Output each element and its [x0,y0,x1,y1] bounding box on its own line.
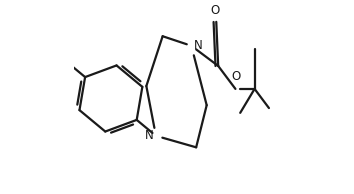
Text: N: N [194,39,202,52]
Text: O: O [211,4,220,17]
Text: N: N [145,129,154,142]
Text: O: O [232,70,241,83]
